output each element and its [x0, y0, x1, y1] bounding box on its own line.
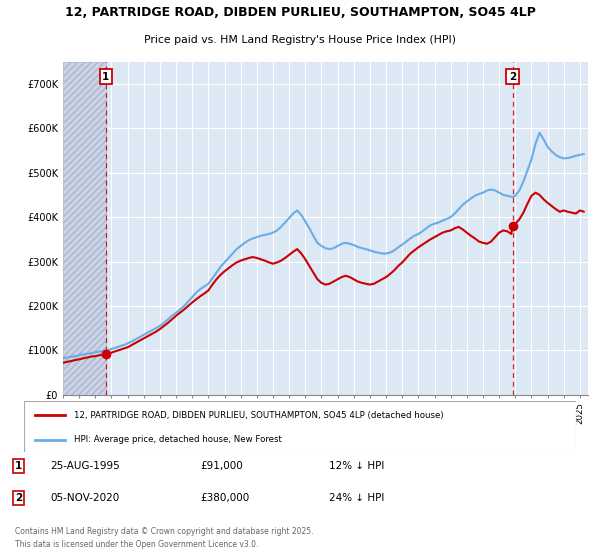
- Text: 24% ↓ HPI: 24% ↓ HPI: [329, 493, 385, 503]
- Text: £91,000: £91,000: [200, 461, 243, 471]
- Text: Contains HM Land Registry data © Crown copyright and database right 2025.
This d: Contains HM Land Registry data © Crown c…: [15, 527, 313, 548]
- Text: 2: 2: [509, 72, 517, 82]
- Text: 12, PARTRIDGE ROAD, DIBDEN PURLIEU, SOUTHAMPTON, SO45 4LP (detached house): 12, PARTRIDGE ROAD, DIBDEN PURLIEU, SOUT…: [74, 411, 443, 420]
- Text: 2: 2: [15, 493, 22, 503]
- Text: 05-NOV-2020: 05-NOV-2020: [50, 493, 119, 503]
- Text: HPI: Average price, detached house, New Forest: HPI: Average price, detached house, New …: [74, 435, 281, 444]
- FancyBboxPatch shape: [24, 401, 576, 452]
- Text: Price paid vs. HM Land Registry's House Price Index (HPI): Price paid vs. HM Land Registry's House …: [144, 35, 456, 45]
- Text: 25-AUG-1995: 25-AUG-1995: [50, 461, 120, 471]
- Bar: [63, 62, 106, 395]
- Text: 1: 1: [15, 461, 22, 471]
- Text: £380,000: £380,000: [200, 493, 249, 503]
- Text: 12, PARTRIDGE ROAD, DIBDEN PURLIEU, SOUTHAMPTON, SO45 4LP: 12, PARTRIDGE ROAD, DIBDEN PURLIEU, SOUT…: [65, 6, 535, 18]
- Text: 12% ↓ HPI: 12% ↓ HPI: [329, 461, 385, 471]
- Text: 1: 1: [102, 72, 109, 82]
